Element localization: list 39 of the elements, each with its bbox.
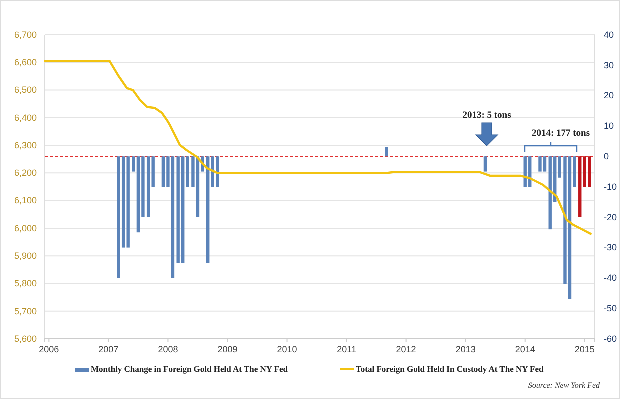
y2-tick-label: -20 bbox=[604, 212, 618, 222]
y-tick-label: 6,700 bbox=[14, 30, 37, 40]
y-tick-label: 6,200 bbox=[14, 168, 37, 178]
y-tick-label: 6,500 bbox=[14, 85, 37, 96]
x-tick-label: 2007 bbox=[98, 344, 119, 354]
y-tick-label: 6,100 bbox=[14, 196, 37, 206]
line-series bbox=[44, 60, 592, 236]
y-tick-label: 5,700 bbox=[14, 306, 37, 316]
y-tick-label: 6,600 bbox=[14, 58, 37, 68]
legend-label: Monthly Change in Foreign Gold Held At The NY Fed bbox=[91, 364, 288, 374]
y2-tick-label: 20 bbox=[604, 90, 614, 101]
x-tick-label: 2012 bbox=[396, 344, 416, 354]
y2-tick-label: 30 bbox=[604, 60, 614, 70]
y2-tick-label: -30 bbox=[604, 242, 618, 253]
y2-tick-label: -60 bbox=[604, 334, 618, 344]
x-tick-label: 2010 bbox=[277, 344, 298, 354]
y2-tick-label: 0 bbox=[604, 151, 610, 162]
y-tick-label: 6,000 bbox=[14, 223, 37, 234]
y-tick-label: 5,800 bbox=[14, 278, 37, 289]
y-tick-label: 5,600 bbox=[14, 334, 37, 344]
legend-label: Total Foreign Gold Held In Custody At The NY Fed bbox=[356, 364, 544, 374]
y2-tick-label: 40 bbox=[604, 30, 614, 40]
y-tick-label: 5,900 bbox=[14, 250, 37, 261]
y2-tick-label: -40 bbox=[604, 273, 618, 284]
annotation: 2014: 177 tons bbox=[532, 129, 590, 139]
x-tick-label: 2011 bbox=[337, 344, 356, 354]
source-note: Source: New York Fed bbox=[528, 381, 601, 390]
x-tick-label: 2013 bbox=[456, 344, 476, 354]
annotation: 2013: 5 tons bbox=[462, 111, 512, 121]
y2-tick-label: -10 bbox=[604, 182, 618, 192]
y2-tick-label: -50 bbox=[604, 303, 618, 314]
x-tick-label: 2009 bbox=[218, 344, 238, 354]
x-tick-label: 2015 bbox=[574, 344, 595, 354]
y2-tick-label: 10 bbox=[604, 121, 614, 132]
y-tick-label: 6,300 bbox=[14, 140, 37, 150]
x-tick-label: 2006 bbox=[39, 344, 60, 354]
x-tick-label: 2008 bbox=[158, 344, 178, 354]
y-tick-label: 6,400 bbox=[14, 112, 37, 123]
x-tick-label: 2014 bbox=[515, 344, 536, 354]
